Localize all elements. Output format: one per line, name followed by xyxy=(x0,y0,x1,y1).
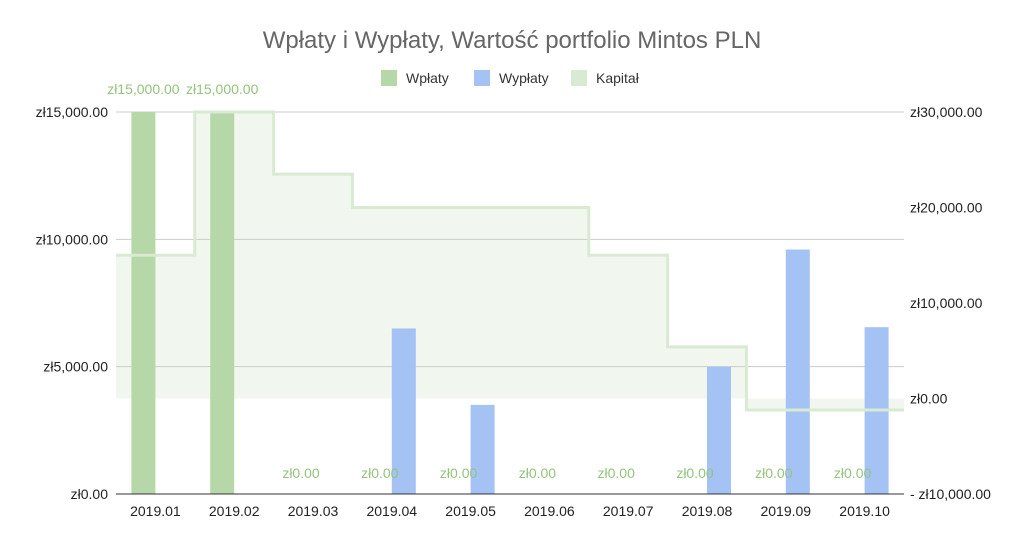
kapital-line-layer xyxy=(116,110,904,412)
data-labels: zł15,000.00 zł15,000.00 zł0.00 zł0.00 zł0.00… xyxy=(107,81,871,481)
kapital-line xyxy=(116,110,904,412)
right-axis-tick-label: zł30,000.00 xyxy=(910,104,983,120)
right-axis-tick-label: zł20,000.00 xyxy=(910,200,983,216)
x-axis-tick-label: 2019.10 xyxy=(839,503,890,519)
data-label-wplaty: zł0.00 xyxy=(676,465,714,481)
data-label-wplaty: zł0.00 xyxy=(834,465,872,481)
data-label-wplaty: zł0.00 xyxy=(361,465,399,481)
bar-wyplaty xyxy=(391,328,416,494)
x-axis-tick-label: 2019.07 xyxy=(603,503,654,519)
legend-swatch-wyplaty xyxy=(474,70,490,86)
data-label-wplaty: zł0.00 xyxy=(598,465,636,481)
data-label-wplaty: zł0.00 xyxy=(440,465,478,481)
x-axis-tick-label: 2019.01 xyxy=(130,503,181,519)
legend-label-wyplaty: Wypłaty xyxy=(499,70,549,86)
legend-label-kapital: Kapitał xyxy=(596,70,640,86)
x-axis-tick-label: 2019.04 xyxy=(366,503,417,519)
data-label-wplaty: zł0.00 xyxy=(755,465,793,481)
axes: zł0.00 zł5,000.00 zł10,000.00 zł15,000.00 - … xyxy=(36,104,992,519)
right-axis-tick-label: zł10,000.00 xyxy=(910,295,983,311)
bar-wyplaty xyxy=(470,404,495,494)
x-axis-tick-label: 2019.06 xyxy=(524,503,575,519)
legend-swatch-wplaty xyxy=(381,70,397,86)
left-axis-tick-label: zł15,000.00 xyxy=(36,104,109,120)
left-axis-tick-label: zł10,000.00 xyxy=(36,231,109,247)
bar-wplaty xyxy=(131,112,156,494)
kapital-area xyxy=(116,112,904,410)
bar-wyplaty xyxy=(707,366,731,494)
legend: Wpłaty Wypłaty Kapitał xyxy=(381,70,640,86)
left-axis-tick-label: zł5,000.00 xyxy=(43,359,108,375)
data-label-wplaty: zł0.00 xyxy=(282,465,320,481)
bar-wyplaty xyxy=(785,249,810,494)
x-axis-tick-label: 2019.02 xyxy=(209,503,260,519)
legend-label-wplaty: Wpłaty xyxy=(406,70,449,86)
x-axis-tick-label: 2019.05 xyxy=(445,503,496,519)
x-axis-tick-label: 2019.08 xyxy=(682,503,733,519)
data-label-wplaty: zł15,000.00 xyxy=(107,81,180,97)
kapital-area-layer xyxy=(116,112,904,410)
left-axis-tick-label: zł0.00 xyxy=(71,486,109,502)
chart-title: Wpłaty i Wypłaty, Wartość portfolio Mint… xyxy=(263,27,762,54)
right-axis-tick-label: - zł10,000.00 xyxy=(910,486,991,502)
x-axis-tick-label: 2019.09 xyxy=(760,503,811,519)
right-axis-tick-label: zł0.00 xyxy=(910,391,948,407)
data-label-wplaty: zł15,000.00 xyxy=(186,81,259,97)
bar-wplaty xyxy=(210,112,235,494)
x-axis-tick-label: 2019.03 xyxy=(288,503,339,519)
data-label-wplaty: zł0.00 xyxy=(519,465,557,481)
legend-swatch-kapital xyxy=(571,70,587,86)
